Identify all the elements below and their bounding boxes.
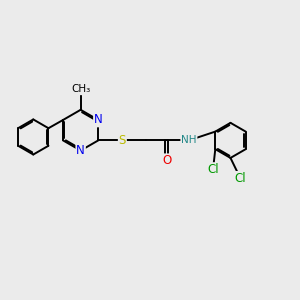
Text: N: N [94, 113, 103, 127]
Text: O: O [162, 154, 171, 167]
Text: NH: NH [181, 135, 196, 146]
Text: Cl: Cl [235, 172, 246, 185]
Text: N: N [76, 144, 85, 157]
Text: CH₃: CH₃ [71, 84, 90, 94]
Text: S: S [119, 134, 126, 147]
Text: Cl: Cl [207, 163, 219, 176]
